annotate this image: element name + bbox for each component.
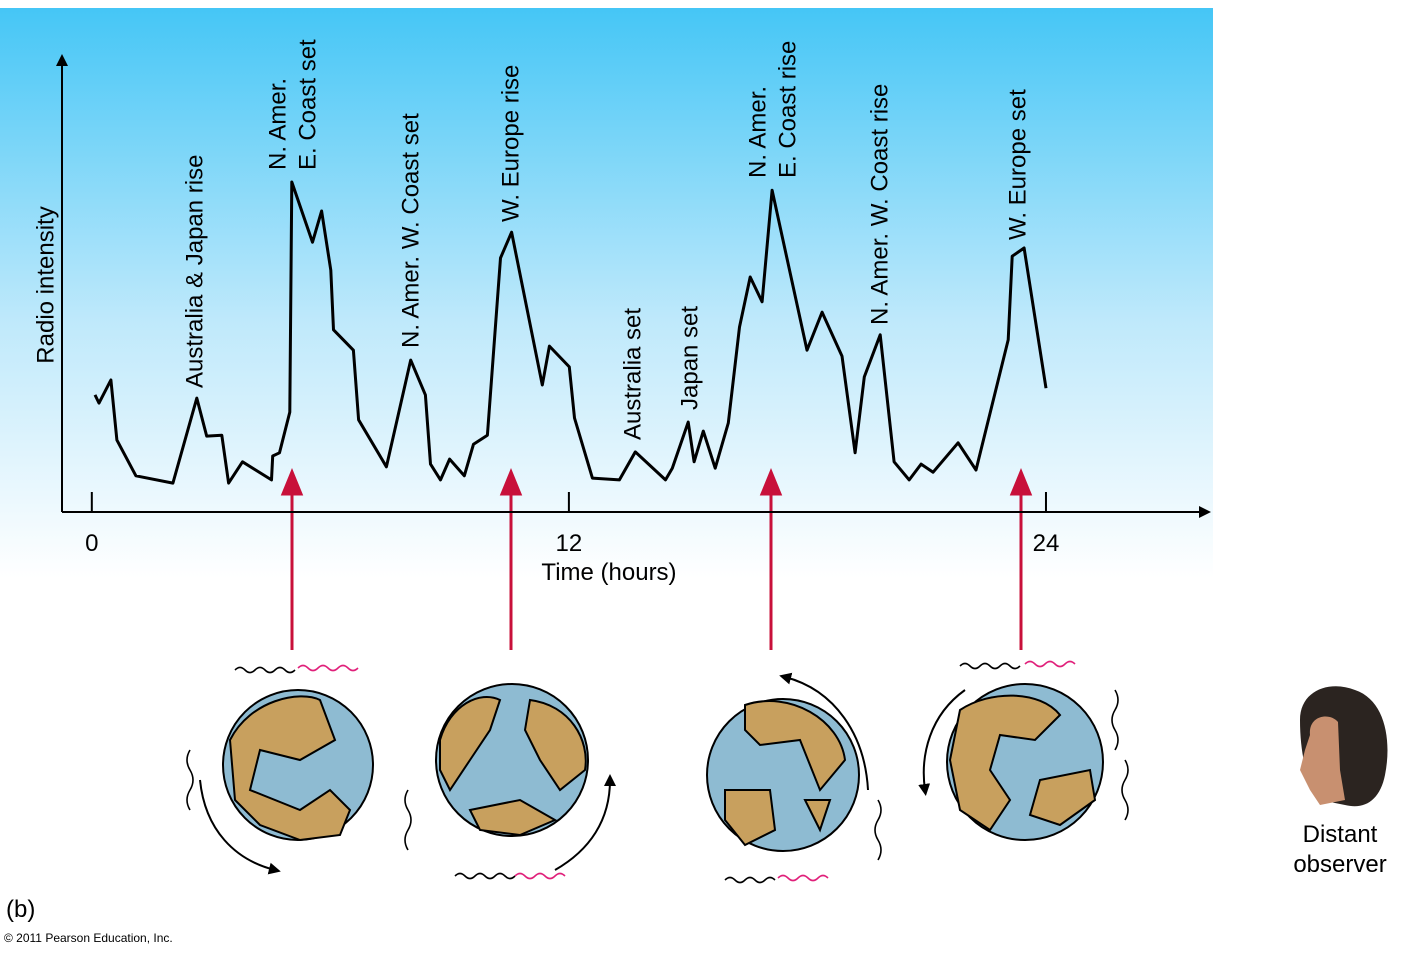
annotation: Australia set bbox=[620, 308, 647, 440]
annotation: Japan set bbox=[677, 306, 704, 410]
copyright: © 2011 Pearson Education, Inc. bbox=[4, 931, 173, 945]
x-tick-label: 12 bbox=[556, 530, 583, 557]
observer-label: observer bbox=[1293, 851, 1386, 878]
data-line bbox=[93, 180, 1048, 485]
y-axis-label: Radio intensity bbox=[33, 206, 60, 363]
annotation: N. Amer. bbox=[265, 78, 292, 170]
x-tick-label: 24 bbox=[1033, 530, 1060, 557]
x-tick-label: 0 bbox=[85, 530, 98, 557]
waves bbox=[186, 660, 1129, 884]
annotation: W. Europe set bbox=[1005, 89, 1032, 240]
annotation: N. Amer. bbox=[745, 86, 772, 178]
x-axis-label: Time (hours) bbox=[541, 559, 676, 586]
annotation: W. Europe rise bbox=[498, 65, 525, 222]
globes bbox=[222, 683, 1104, 852]
observer bbox=[1300, 686, 1388, 807]
annotation: N. Amer. W. Coast rise bbox=[867, 84, 894, 325]
rotation-arrows bbox=[199, 672, 966, 875]
panel-label: (b) bbox=[6, 896, 35, 923]
annotation: N. Amer. W. Coast set bbox=[398, 113, 425, 348]
arrows bbox=[280, 468, 1033, 650]
illustrations bbox=[186, 468, 1388, 884]
annotation: Australia & Japan rise bbox=[182, 155, 209, 388]
observer-label: Distant bbox=[1303, 821, 1378, 848]
annotation: E. Coast rise bbox=[775, 41, 802, 178]
annotation: E. Coast set bbox=[295, 39, 322, 170]
